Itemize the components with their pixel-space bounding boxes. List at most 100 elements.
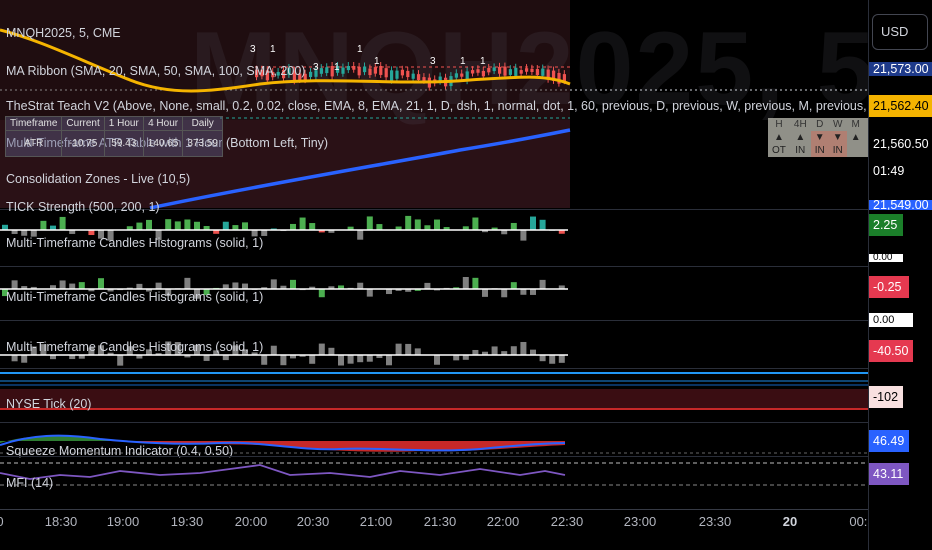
candle-body [557,72,561,84]
candle-marker: 3 [313,62,319,73]
histogram-bar [501,230,508,235]
histogram-bar [290,355,296,359]
candle-body [298,73,302,81]
histogram-bar [165,219,172,230]
atr-header-4h: 4 Hour [142,116,184,131]
strat-label: OT [772,145,786,156]
histogram-bar [539,355,546,362]
currency-button[interactable]: USD [872,14,928,50]
candle-body [508,69,512,75]
histogram-bar [155,353,162,355]
ma-ribbon-blue-line [149,128,571,210]
histogram-bar [520,289,527,295]
time-axis-label: 21:00 [359,514,393,529]
histogram-bar [203,289,210,296]
legend-strat[interactable]: TheStrat Teach V2 (Above, None, small, 0… [6,99,868,113]
price-label-last: 21,560.50 [873,137,929,151]
histogram-bar [69,355,76,360]
histogram-bar [386,289,392,295]
legend-consolidation[interactable]: Consolidation Zones - Live (10,5) [6,172,191,186]
histogram-bar [318,289,325,298]
squeeze-blue-line [0,434,566,452]
histogram-bar [136,355,143,359]
candle-body [481,70,485,77]
candle-marker: 1 [334,62,340,73]
squeeze-value: 46.49 [869,430,909,452]
candle-body [352,66,356,70]
legend-mfi[interactable]: MFI (14) [6,476,54,490]
candle-body [541,68,545,76]
histogram-bar [50,355,56,360]
legend-nyse-tick[interactable]: NYSE Tick (20) [6,397,92,411]
candle-marker: 1 [374,56,380,67]
candle-body [368,68,372,76]
legend-hist-3[interactable]: Multi-Timeframe Candles Histograms (soli… [6,340,264,354]
candle-body [460,73,464,77]
histogram-bar [280,285,287,289]
candle-body [400,69,404,76]
histogram-bar [242,283,248,289]
atr-value-current: -10.75 [61,130,105,157]
strat-arrow: ▲ [795,132,806,143]
candle-body [260,69,264,77]
legend-hist-2[interactable]: Multi-Timeframe Candles Histograms (soli… [6,290,264,304]
histogram-bar [357,282,364,289]
histogram-bar [558,230,565,234]
candle-body [363,66,367,73]
symbol-title[interactable]: MNQH2025, 5, CME [6,26,121,40]
histogram-bar [338,355,344,366]
mfi-line [0,464,566,480]
candle-body [265,70,269,81]
strat-header: D [816,119,824,130]
histogram-bar [530,349,536,355]
histogram-bar [232,225,239,230]
atr-value-4h: 140.65 [142,130,184,157]
price-label-1: 21,573.00 [869,62,932,76]
histogram-bar [347,355,354,364]
histogram-bar [501,351,508,355]
time-axis[interactable]: 0 18:30 19:00 19:30 20:00 20:30 21:00 21:30 22:0… [0,510,875,550]
histogram-bar [357,230,364,240]
histogram-bar [376,224,383,230]
strat-table: H4HDWMQY ▲▲▼▼▲▲▲ OTINININININ [768,118,868,157]
histogram-bar [558,285,565,289]
histogram-bar [242,349,248,355]
histogram-bar [146,349,152,355]
histogram-bar [50,225,56,230]
candle-body [271,71,275,78]
histogram-bar [213,350,220,355]
candle-body [282,69,286,79]
ma-ribbon-yellow-line [0,28,571,93]
strat-arrow: ▼ [828,131,847,144]
histogram-bar [107,289,114,292]
legend-ma-ribbon[interactable]: MA Ribbon (SMA, 20, SMA, 50, SMA, 100, S… [6,64,306,78]
histogram-bar [510,222,517,230]
price-axis[interactable] [868,0,932,550]
histogram-bar [472,349,479,355]
histogram-bar [78,282,85,289]
legend-squeeze[interactable]: Squeeze Momentum Indicator (0.4, 0.50) [6,444,234,458]
candle-body [530,68,534,73]
histogram-bar [414,219,421,230]
candle-body [438,76,442,82]
legend-tick-strength[interactable]: TICK Strength (500, 200, 1) [6,200,160,214]
price-chart [0,28,868,210]
candle-body [525,68,529,72]
histogram-bar [69,283,76,289]
histogram-bar [50,285,56,289]
histogram-bar [30,286,37,289]
histogram-bar [386,355,392,366]
histogram-bar [424,225,431,230]
time-axis-label: 21:30 [423,514,457,529]
histogram-bar [405,289,412,292]
histogram-bar [462,226,469,230]
histogram-bar [510,346,517,355]
legend-hist-1[interactable]: Multi-Timeframe Candles Histograms (soli… [6,236,264,250]
time-axis-label: 19:00 [106,514,140,529]
histogram-bar [290,223,296,230]
candle-body [373,67,377,74]
time-axis-label: 20 [782,514,798,529]
squeeze-pane [0,434,868,454]
strat-header: H [775,119,783,130]
